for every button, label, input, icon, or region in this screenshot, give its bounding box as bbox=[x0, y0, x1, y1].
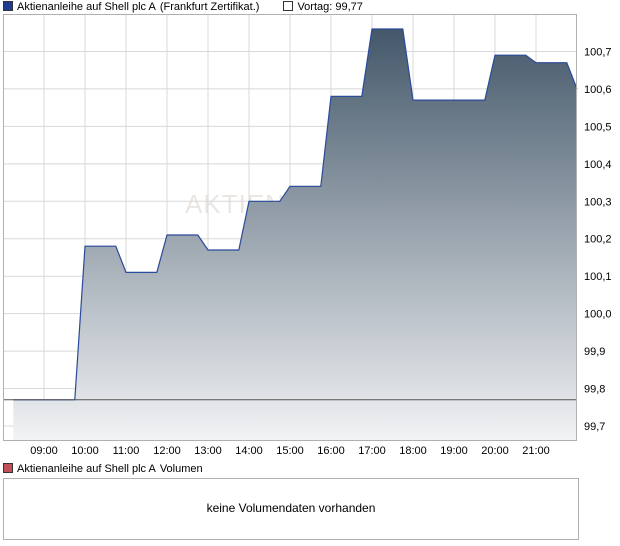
volume-label: Volumen bbox=[159, 463, 203, 475]
x-tick-label: 13:00 bbox=[194, 445, 222, 457]
x-tick-label: 11:00 bbox=[113, 445, 140, 457]
y-tick-label: 100,1 bbox=[584, 271, 612, 283]
y-tick-label: 100,7 bbox=[584, 46, 612, 58]
series-name: Aktienanleihe auf Shell plc A bbox=[17, 1, 156, 13]
no-volume-message: keine Volumendaten vorhanden bbox=[206, 501, 376, 515]
x-tick-label: 21:00 bbox=[522, 445, 550, 457]
volume-color-swatch bbox=[3, 463, 13, 473]
volume-chart-legend: Aktienanleihe auf Shell plc A Volumen bbox=[3, 462, 207, 476]
x-tick-label: 14:00 bbox=[235, 445, 263, 457]
y-tick-label: 99,8 bbox=[584, 384, 605, 396]
y-tick-label: 100,5 bbox=[584, 121, 612, 133]
x-tick-label: 15:00 bbox=[276, 445, 304, 457]
main-chart-legend: Aktienanleihe auf Shell plc A (Frankfurt … bbox=[3, 0, 367, 14]
series-color-swatch bbox=[3, 1, 13, 11]
y-tick-label: 99,7 bbox=[584, 421, 605, 433]
price-line bbox=[13, 28, 578, 401]
volume-series-name: Aktienanleihe auf Shell plc A bbox=[17, 463, 156, 475]
previous-close-label: Vortag: 99,77 bbox=[297, 1, 363, 13]
x-tick-label: 20:00 bbox=[481, 445, 509, 457]
plot-border bbox=[3, 14, 577, 441]
price-area bbox=[13, 29, 578, 441]
y-tick-label: 100,0 bbox=[584, 309, 612, 321]
x-tick-label: 10:00 bbox=[71, 445, 99, 457]
y-tick-label: 100,4 bbox=[584, 159, 612, 171]
y-tick-label: 100,6 bbox=[584, 84, 612, 96]
y-tick-label: 99,9 bbox=[584, 346, 605, 358]
previous-close-swatch bbox=[283, 1, 294, 11]
volume-panel: keine Volumendaten vorhanden bbox=[3, 478, 579, 540]
y-tick-label: 100,3 bbox=[584, 196, 612, 208]
x-tick-label: 16:00 bbox=[317, 445, 345, 457]
y-tick-label: 100,2 bbox=[584, 234, 612, 246]
x-tick-label: 09:00 bbox=[30, 445, 58, 457]
x-tick-label: 17:00 bbox=[358, 445, 386, 457]
x-tick-label: 12:00 bbox=[153, 445, 181, 457]
x-tick-label: 18:00 bbox=[399, 445, 427, 457]
price-chart: AKTIEN99,799,899,9100,0100,1100,2100,310… bbox=[3, 14, 612, 457]
exchange-name: (Frankfurt Zertifikat.) bbox=[159, 1, 260, 13]
x-tick-label: 19:00 bbox=[440, 445, 468, 457]
